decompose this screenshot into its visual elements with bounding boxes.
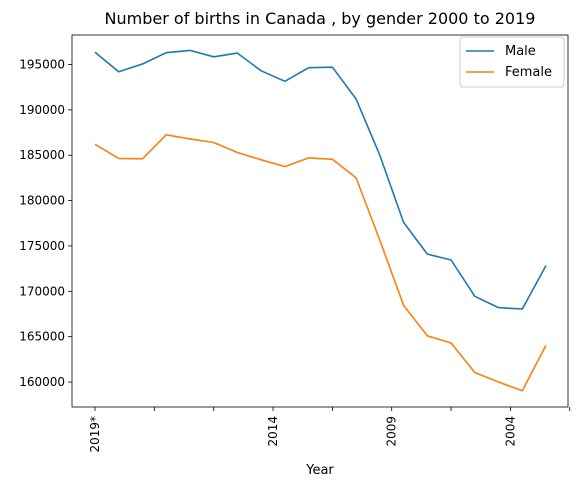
y-tick-label: 195000 xyxy=(19,57,65,71)
legend-label-male: Male xyxy=(505,44,536,59)
legend-label-female: Female xyxy=(505,65,552,80)
series-line-male xyxy=(94,49,547,310)
y-tick-label: 185000 xyxy=(19,148,65,162)
x-tick-label: 2009 xyxy=(385,416,399,447)
series-layer xyxy=(94,49,547,392)
x-axis: 2019* 2014 2009 2004 xyxy=(88,407,571,453)
x-tick-label: 2004 xyxy=(503,416,517,447)
chart-title: Number of births in Canada , by gender 2… xyxy=(105,9,536,28)
y-tick-label: 165000 xyxy=(19,330,65,344)
y-tick-label: 170000 xyxy=(19,284,65,298)
series-line-female xyxy=(94,134,547,392)
x-axis-label: Year xyxy=(305,463,334,478)
x-tick-label: 2019* xyxy=(88,416,102,453)
y-tick-label: 190000 xyxy=(19,103,65,117)
x-tick-label: 2014 xyxy=(266,416,280,447)
y-tick-label: 175000 xyxy=(19,239,65,253)
plot-area xyxy=(71,34,569,408)
y-axis: 160000 165000 170000 175000 180000 185000 1900… xyxy=(19,57,72,389)
legend: Male Female xyxy=(459,36,565,88)
legend-box xyxy=(459,36,565,88)
y-tick-label: 180000 xyxy=(19,194,65,208)
y-tick-label: 160000 xyxy=(19,375,65,389)
